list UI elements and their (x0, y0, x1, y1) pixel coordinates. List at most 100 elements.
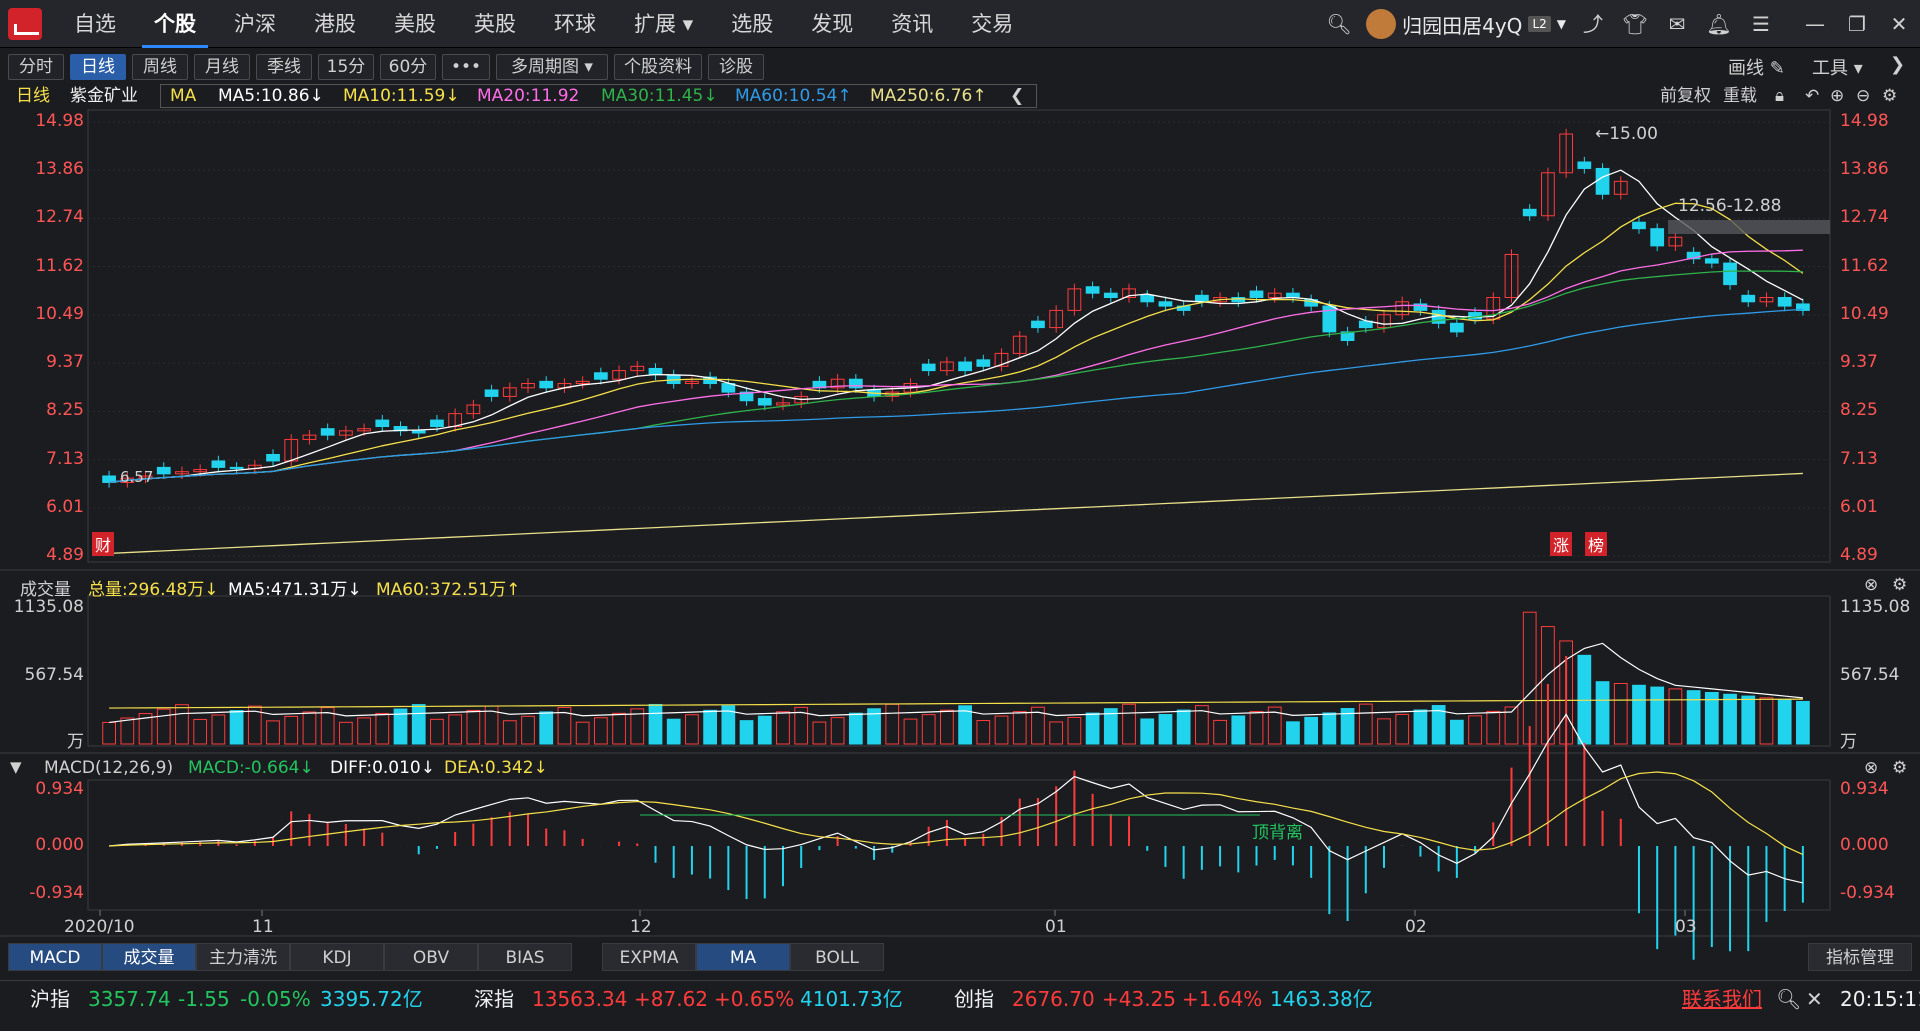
period-button-4[interactable]: 季线 (256, 54, 312, 80)
nav-item-2[interactable]: 沪深 (234, 12, 276, 36)
indicator-tab-right-0[interactable]: EXPMA (602, 943, 696, 971)
collapse-icon[interactable]: ❮ (1010, 86, 1025, 106)
nav-item-6[interactable]: 环球 (554, 12, 596, 36)
volume-bar-89 (1723, 693, 1737, 745)
candle-body-46 (940, 361, 954, 372)
volume-close-icon[interactable]: ⊗ (1864, 575, 1879, 595)
skin-icon[interactable]: 👕︎ (1622, 12, 1648, 36)
period-button-5[interactable]: 15分 (318, 54, 374, 80)
candle-body-68 (1340, 331, 1355, 342)
undo-icon[interactable]: ↶ (1805, 86, 1820, 106)
macd-axis-left-0: 0.934 (35, 779, 84, 799)
volume-bar-7 (229, 710, 244, 745)
volume-axis-right-2: 万 (1840, 732, 1857, 752)
indicator-tab-0[interactable]: MACD (8, 943, 102, 971)
indicator-tab-3[interactable]: KDJ (290, 943, 384, 971)
more-icon[interactable]: ❯ (1890, 54, 1906, 75)
period-button-3[interactable]: 月线 (194, 54, 250, 80)
volume-bar-57 (1140, 718, 1155, 745)
share-icon[interactable]: ⤴ (1583, 12, 1603, 36)
volume-bar-64 (1267, 706, 1282, 745)
period-button-0[interactable]: 分时 (8, 54, 64, 80)
volume-bar-69 (1358, 703, 1373, 745)
nav-item-7[interactable]: 扩展 ▾ (634, 12, 694, 36)
cy-pct: +1.64% (1182, 987, 1263, 1011)
candle-body-54 (1085, 286, 1100, 294)
price-axis-right-0: 14.98 (1840, 111, 1889, 131)
fq-label[interactable]: 前复权 (1660, 86, 1711, 106)
indicator-tab-4[interactable]: OBV (384, 943, 478, 971)
cy-value: 2676.70 (1012, 987, 1095, 1011)
period-button-8[interactable]: 多周期图 ▾ (496, 54, 608, 80)
zoom-out-icon[interactable]: ⊖ (1856, 86, 1871, 106)
nav-item-10[interactable]: 资讯 (891, 12, 934, 36)
candle-body-23 (521, 383, 535, 389)
nav-item-0[interactable]: 自选 (74, 12, 116, 36)
period-button-7[interactable]: ••• (442, 54, 490, 80)
menu-icon[interactable]: ☰ (1752, 12, 1770, 36)
macd-collapse-icon[interactable]: ▼ (10, 758, 22, 776)
cy-name[interactable]: 创指 (954, 987, 994, 1011)
volume-axis-left-0: 1135.08 (13, 597, 84, 617)
indicator-tab-5[interactable]: BIAS (478, 943, 572, 971)
nav-item-8[interactable]: 选股 (731, 12, 774, 36)
sh-amount: 3395.72亿 (320, 987, 423, 1011)
close-icon[interactable]: ✕ (1890, 12, 1908, 36)
status-search-icon[interactable]: 🔍︎ (1776, 987, 1802, 1011)
nav-item-1[interactable]: 个股 (142, 0, 208, 48)
contact-link[interactable]: 联系我们 (1682, 987, 1762, 1011)
bell-icon[interactable]: 🔔︎ (1706, 12, 1732, 36)
minimize-icon[interactable]: — (1805, 12, 1825, 36)
search-icon[interactable]: 🔍︎ (1326, 12, 1352, 36)
period-button-2[interactable]: 周线 (132, 54, 188, 80)
volume-bar-34 (721, 705, 736, 745)
status-close-icon[interactable]: ✕ (1806, 987, 1823, 1011)
macd-settings-icon[interactable]: ⚙ (1892, 758, 1908, 778)
volume-bar-43 (885, 703, 900, 745)
lock-icon[interactable]: 🔒︎ (1775, 86, 1785, 106)
bang-badge: 榜 (1585, 532, 1608, 556)
indicator-tab-1[interactable]: 成交量 (102, 943, 196, 971)
nav-item-11[interactable]: 交易 (971, 12, 1014, 36)
draw-line-button[interactable]: 画线 ✎ (1728, 58, 1785, 79)
nav-item-9[interactable]: 发现 (811, 12, 854, 36)
price-axis-left-5: 9.37 (46, 352, 84, 373)
period-button-10[interactable]: 诊股 (708, 54, 764, 80)
mail-icon[interactable]: ✉ (1668, 12, 1686, 36)
period-button-1[interactable]: 日线 (70, 54, 126, 80)
sh-name[interactable]: 沪指 (30, 987, 70, 1011)
volume-bar-13 (338, 721, 353, 745)
user-name: 归园田居4yQ (1402, 13, 1523, 38)
ma-info-bar: 日线 紫金矿业 MA MA5:10.86↓ MA10:11.59↓ MA20:1… (0, 83, 1920, 109)
macd-title: MACD(12,26,9) (44, 758, 174, 778)
volume-bar-29 (630, 708, 645, 745)
indicator-tab-2[interactable]: 主力清洗 (196, 943, 290, 971)
settings-icon[interactable]: ⚙ (1882, 86, 1898, 106)
indicator-manage-button[interactable]: 指标管理 (1808, 943, 1912, 971)
reload-label[interactable]: 重载 (1723, 86, 1757, 106)
period-button-9[interactable]: 个股资料 (614, 54, 702, 80)
price-axis-right-8: 6.01 (1840, 496, 1878, 517)
nav-item-4[interactable]: 美股 (394, 12, 436, 36)
volume-settings-icon[interactable]: ⚙ (1892, 575, 1908, 595)
restore-icon[interactable]: ❐ (1848, 12, 1866, 36)
dea-line (109, 771, 1804, 856)
period-button-6[interactable]: 60分 (380, 54, 436, 80)
sz-name[interactable]: 深指 (474, 987, 514, 1011)
volume-bar-24 (539, 711, 554, 745)
nav-item-3[interactable]: 港股 (314, 12, 356, 36)
user-menu[interactable]: 归园田居4yQ L2 ▼ (1366, 9, 1566, 39)
nav-item-5[interactable]: 英股 (474, 12, 516, 36)
zoom-in-icon[interactable]: ⊕ (1830, 86, 1845, 106)
tools-button[interactable]: 工具 ▾ (1812, 58, 1863, 79)
macd-close-icon[interactable]: ⊗ (1864, 758, 1879, 778)
indicator-tab-right-2[interactable]: BOLL (790, 943, 884, 971)
indicator-tab-right-1[interactable]: MA (696, 943, 790, 971)
volume-bar-74 (1449, 719, 1464, 745)
stock-name: 紫金矿业 (70, 86, 138, 106)
volume-bar-58 (1158, 714, 1173, 745)
volume-bar-70 (1377, 718, 1391, 745)
volume-bar-26 (575, 721, 590, 745)
clock: 20:15:11 (1840, 987, 1920, 1011)
